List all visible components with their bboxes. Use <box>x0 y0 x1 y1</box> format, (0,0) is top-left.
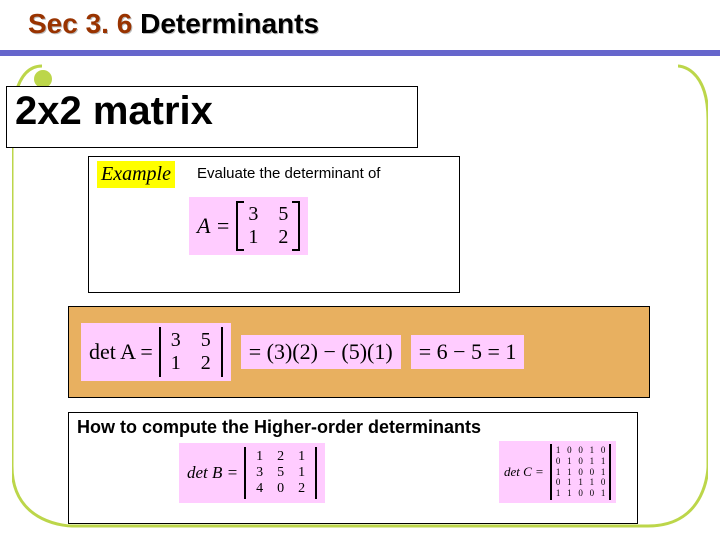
example-box: Example Evaluate the determinant of A = … <box>88 156 460 293</box>
matrix-a-row1: 1 2 <box>248 226 288 249</box>
calc-det-row1: 1 2 <box>171 352 211 375</box>
det-b-label: det B = <box>187 463 238 483</box>
slide-title: Sec 3. 6 Determinants <box>28 8 319 40</box>
matrix-a: A = 3 5 1 2 <box>189 197 308 255</box>
subtitle-text: 2x2 matrix <box>15 89 213 134</box>
calc-det-row0: 3 5 <box>171 329 211 352</box>
title-section: Sec 3. 6 <box>28 8 132 39</box>
howto-box: How to compute the Higher-order determin… <box>68 412 638 524</box>
det-c: det C = 1 0 0 1 0 0 1 0 1 1 1 1 0 0 1 0 … <box>499 441 616 503</box>
matrix-a-row0: 3 5 <box>248 203 288 226</box>
example-prompt: Evaluate the determinant of <box>197 165 380 182</box>
det-c-row3: 0 1 1 1 0 <box>556 477 606 488</box>
det-b-bars: 1 2 1 3 5 1 4 0 2 <box>244 447 317 499</box>
det-b-row2: 4 0 2 <box>256 481 305 497</box>
calc-result: = 6 − 5 = 1 <box>411 335 525 369</box>
det-b-row0: 1 2 1 <box>256 449 305 465</box>
subtitle-box: 2x2 matrix <box>6 86 418 148</box>
det-c-row4: 1 1 0 0 1 <box>556 488 606 499</box>
det-b: det B = 1 2 1 3 5 1 4 0 2 <box>179 443 325 503</box>
title-rest: Determinants <box>132 8 319 39</box>
calc-expansion: = (3)(2) − (5)(1) <box>241 335 401 369</box>
calc-det-label: det A = <box>89 339 153 365</box>
calc-det: det A = 3 5 1 2 <box>81 323 231 381</box>
calc-det-bars: 3 5 1 2 <box>159 327 223 377</box>
matrix-a-bracket: 3 5 1 2 <box>236 201 300 251</box>
det-c-bars: 1 0 0 1 0 0 1 0 1 1 1 1 0 0 1 0 1 1 1 0 … <box>550 444 612 500</box>
calculation-box: det A = 3 5 1 2 = (3)(2) − (5)(1) = 6 − … <box>68 306 650 398</box>
matrix-a-lhs: A = <box>197 213 230 239</box>
det-c-row2: 1 1 0 0 1 <box>556 467 606 478</box>
det-c-label: det C = <box>504 464 544 480</box>
det-b-row1: 3 5 1 <box>256 465 305 481</box>
slide: Sec 3. 6 Determinants 2x2 matrix Example… <box>0 0 720 540</box>
det-c-row0: 1 0 0 1 0 <box>556 445 606 456</box>
howto-title: How to compute the Higher-order determin… <box>77 417 481 438</box>
horizontal-rule <box>0 50 720 56</box>
det-c-row1: 0 1 0 1 1 <box>556 456 606 467</box>
example-label: Example <box>97 161 175 188</box>
